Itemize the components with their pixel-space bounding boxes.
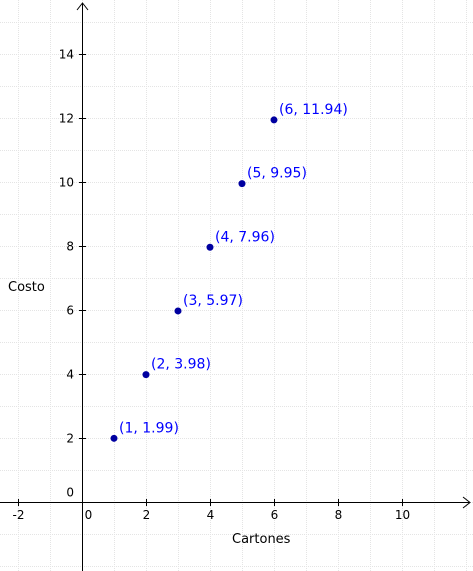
data-point [206,243,214,251]
x-tick-label: -2 [13,508,25,522]
data-point [270,116,278,124]
y-tick-label: 4 [66,368,74,382]
y-tick-label: 10 [59,176,74,190]
data-points: (1, 1.99) (2, 3.98) (3, 5.97) (4, 7.96) (5, … [110,102,348,442]
data-point [238,180,246,188]
y-tick-label: 0 [66,486,74,500]
data-point-label: (3, 5.97) [183,293,243,309]
x-axis-arrow [462,496,471,509]
y-axis-label: Costo [8,280,45,295]
data-point-label: (2, 3.98) [151,357,211,373]
y-tick-label: 12 [59,112,74,126]
data-point-label: (5, 9.95) [247,166,307,182]
data-point-label: (1, 1.99) [119,420,179,436]
data-point [142,371,150,379]
y-tick-label: 6 [66,304,74,318]
x-tick-label: 8 [335,508,343,522]
y-axis-arrow [76,2,89,11]
x-tick-label: 2 [143,508,151,522]
x-axis-label: Cartones [232,532,291,547]
data-point-label: (6, 11.94) [279,102,348,118]
data-point [110,434,118,442]
y-tick-label: 14 [59,48,74,62]
x-tick-label: 0 [85,508,93,522]
x-tick-label: 10 [395,508,410,522]
tick-labels: -2 0 2 4 6 8 10 0 2 4 6 8 10 12 14 [13,48,411,523]
y-tick-label: 2 [66,432,74,446]
x-tick-label: 6 [271,508,279,522]
data-point-label: (4, 7.96) [215,229,275,245]
y-tick-label: 8 [66,240,74,254]
data-point [174,307,182,315]
x-tick-label: 4 [207,508,215,522]
